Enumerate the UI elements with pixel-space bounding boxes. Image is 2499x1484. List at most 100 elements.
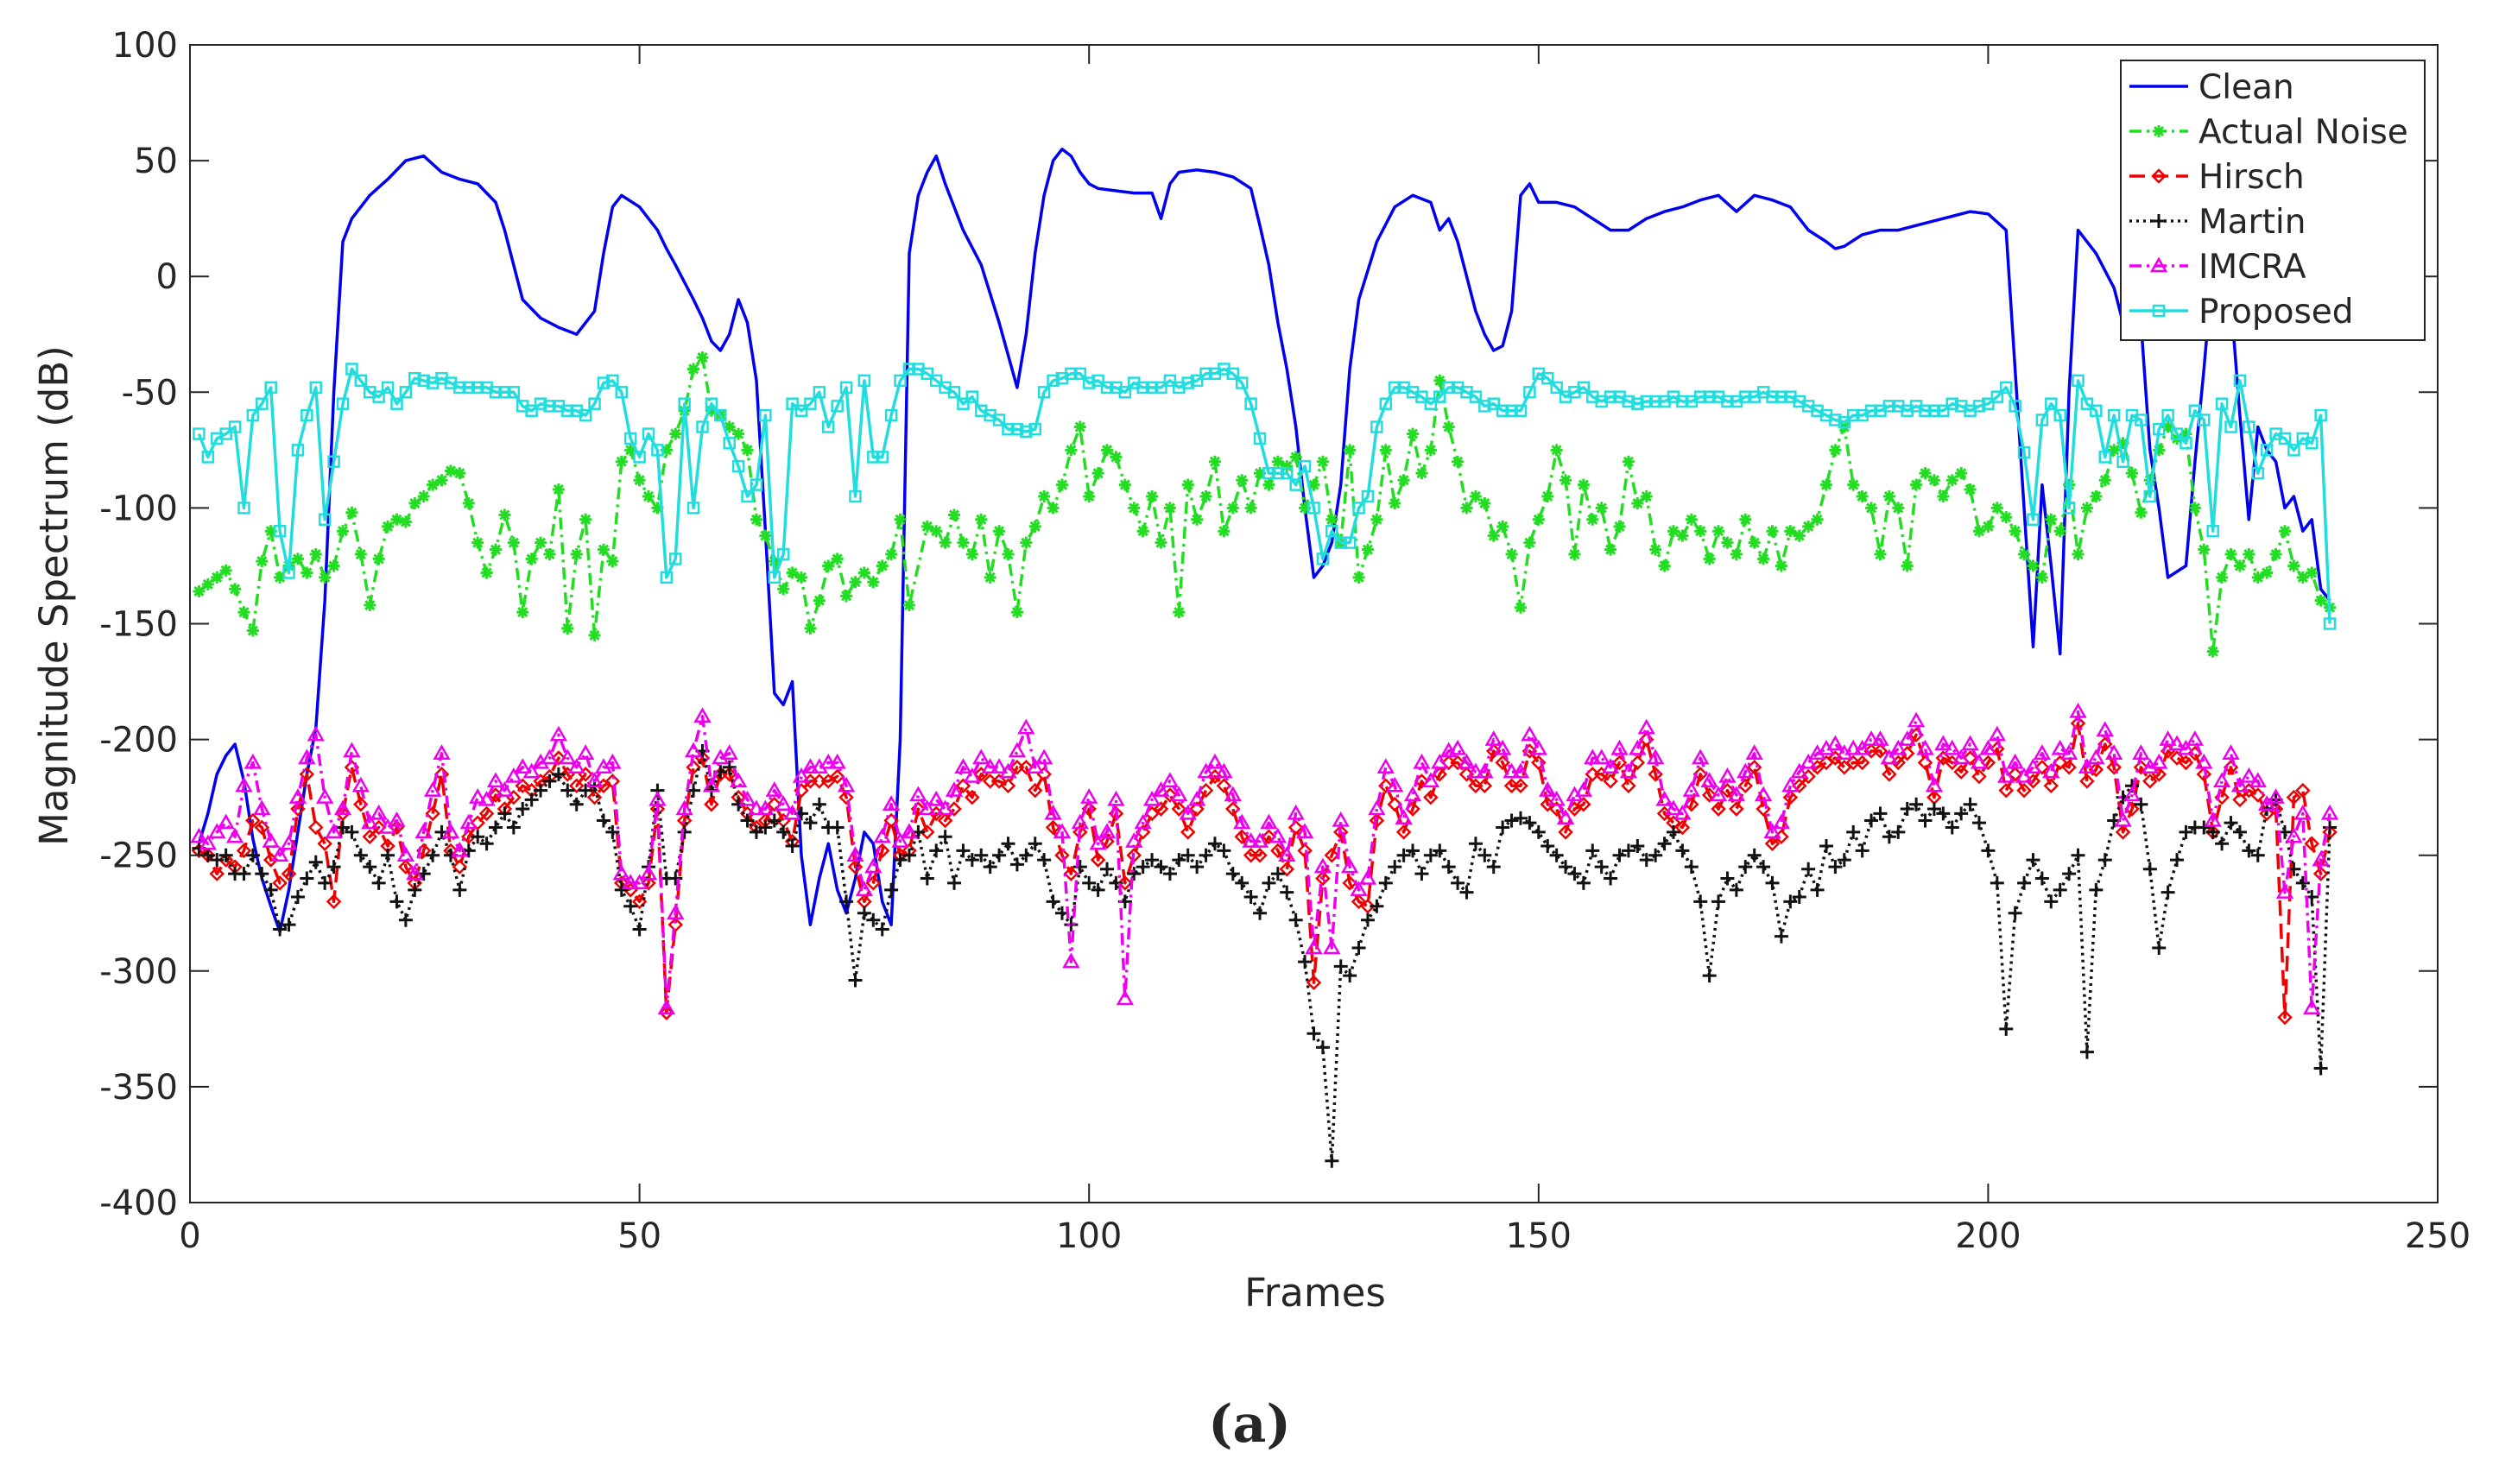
data-point xyxy=(2161,885,2175,900)
data-point xyxy=(1451,875,1465,890)
data-point xyxy=(1729,882,1743,897)
data-point xyxy=(282,566,295,579)
data-point xyxy=(337,525,350,538)
data-point xyxy=(2323,820,2338,835)
data-point xyxy=(585,772,604,788)
data-point xyxy=(1667,525,1680,538)
data-point xyxy=(1901,559,1914,572)
data-point xyxy=(1082,875,1097,890)
data-point xyxy=(1945,820,1959,835)
data-point xyxy=(1478,400,1491,413)
data-point xyxy=(2062,502,2076,515)
data-point xyxy=(2232,792,2248,808)
data-point xyxy=(1559,860,1573,875)
data-point xyxy=(1934,735,1952,751)
data-point xyxy=(288,788,307,804)
data-point xyxy=(1388,860,1402,875)
data-point xyxy=(210,853,225,868)
data-point xyxy=(885,548,898,561)
data-point xyxy=(219,564,232,577)
data-point xyxy=(1002,422,1015,436)
legend-label: IMCRA xyxy=(2198,248,2306,287)
data-point xyxy=(1218,525,1231,538)
data-point xyxy=(2072,548,2085,561)
data-point xyxy=(217,813,235,830)
data-point xyxy=(1604,390,1617,403)
data-point xyxy=(812,797,826,811)
data-point xyxy=(345,506,358,519)
data-point xyxy=(372,390,385,403)
data-point xyxy=(2215,397,2229,410)
data-point xyxy=(1963,797,1977,811)
data-point xyxy=(1990,390,2004,403)
data-point xyxy=(433,744,451,760)
data-point xyxy=(993,525,1006,538)
data-point xyxy=(372,553,385,565)
data-point xyxy=(273,922,288,937)
data-point xyxy=(208,823,226,839)
data-point xyxy=(2204,811,2222,827)
data-point xyxy=(218,848,233,862)
data-point xyxy=(1549,848,1564,862)
data-point xyxy=(2180,437,2192,450)
data-point xyxy=(1378,778,1394,794)
data-point xyxy=(668,871,683,886)
data-point xyxy=(388,811,406,827)
data-point xyxy=(2159,730,2177,746)
data-point xyxy=(723,420,736,433)
data-point xyxy=(813,594,826,607)
data-point xyxy=(965,548,978,561)
data-point xyxy=(2188,404,2202,418)
data-point xyxy=(414,823,433,839)
data-point xyxy=(272,875,288,891)
legend-marker xyxy=(2149,256,2168,273)
data-point xyxy=(361,813,379,830)
data-point xyxy=(1448,739,1467,755)
data-point xyxy=(1370,513,1383,526)
data-point xyxy=(209,866,225,881)
data-point xyxy=(902,363,916,376)
data-point xyxy=(2215,837,2230,851)
data-point xyxy=(471,830,485,844)
data-point xyxy=(2312,866,2329,881)
data-point xyxy=(1865,502,1878,515)
data-point xyxy=(469,788,487,804)
data-point xyxy=(1800,753,1818,769)
data-point xyxy=(308,819,324,836)
data-point xyxy=(2133,760,2149,775)
data-point xyxy=(1576,875,1591,890)
data-point xyxy=(2279,525,2291,538)
data-point xyxy=(1925,776,1944,793)
data-point xyxy=(301,408,313,422)
data-point xyxy=(1793,529,1806,542)
data-point xyxy=(1739,513,1752,526)
data-point xyxy=(1250,832,1269,848)
data-point xyxy=(363,860,377,875)
data-point xyxy=(954,758,972,774)
data-point xyxy=(1584,748,1602,765)
data-point xyxy=(1199,489,1212,502)
data-point xyxy=(235,776,253,793)
data-point xyxy=(2043,778,2059,794)
data-point xyxy=(1028,422,1041,436)
data-point xyxy=(2197,820,2211,835)
data-point xyxy=(316,788,334,804)
data-point xyxy=(741,444,754,457)
data-point xyxy=(1360,913,1375,927)
data-point xyxy=(1145,381,1159,395)
data-point xyxy=(1937,404,1950,418)
data-point xyxy=(309,548,322,561)
data-point xyxy=(1971,816,1986,830)
data-point xyxy=(1065,444,1078,457)
data-point xyxy=(615,455,628,468)
data-point xyxy=(1370,420,1383,433)
data-point xyxy=(1055,478,1068,491)
data-point xyxy=(1045,819,1061,836)
data-point xyxy=(1287,804,1305,820)
data-point xyxy=(1368,799,1386,816)
data-point xyxy=(1226,502,1239,515)
data-point xyxy=(1953,764,1969,780)
data-point xyxy=(1307,478,1320,491)
data-point xyxy=(1044,804,1062,820)
data-point xyxy=(1610,739,1629,755)
